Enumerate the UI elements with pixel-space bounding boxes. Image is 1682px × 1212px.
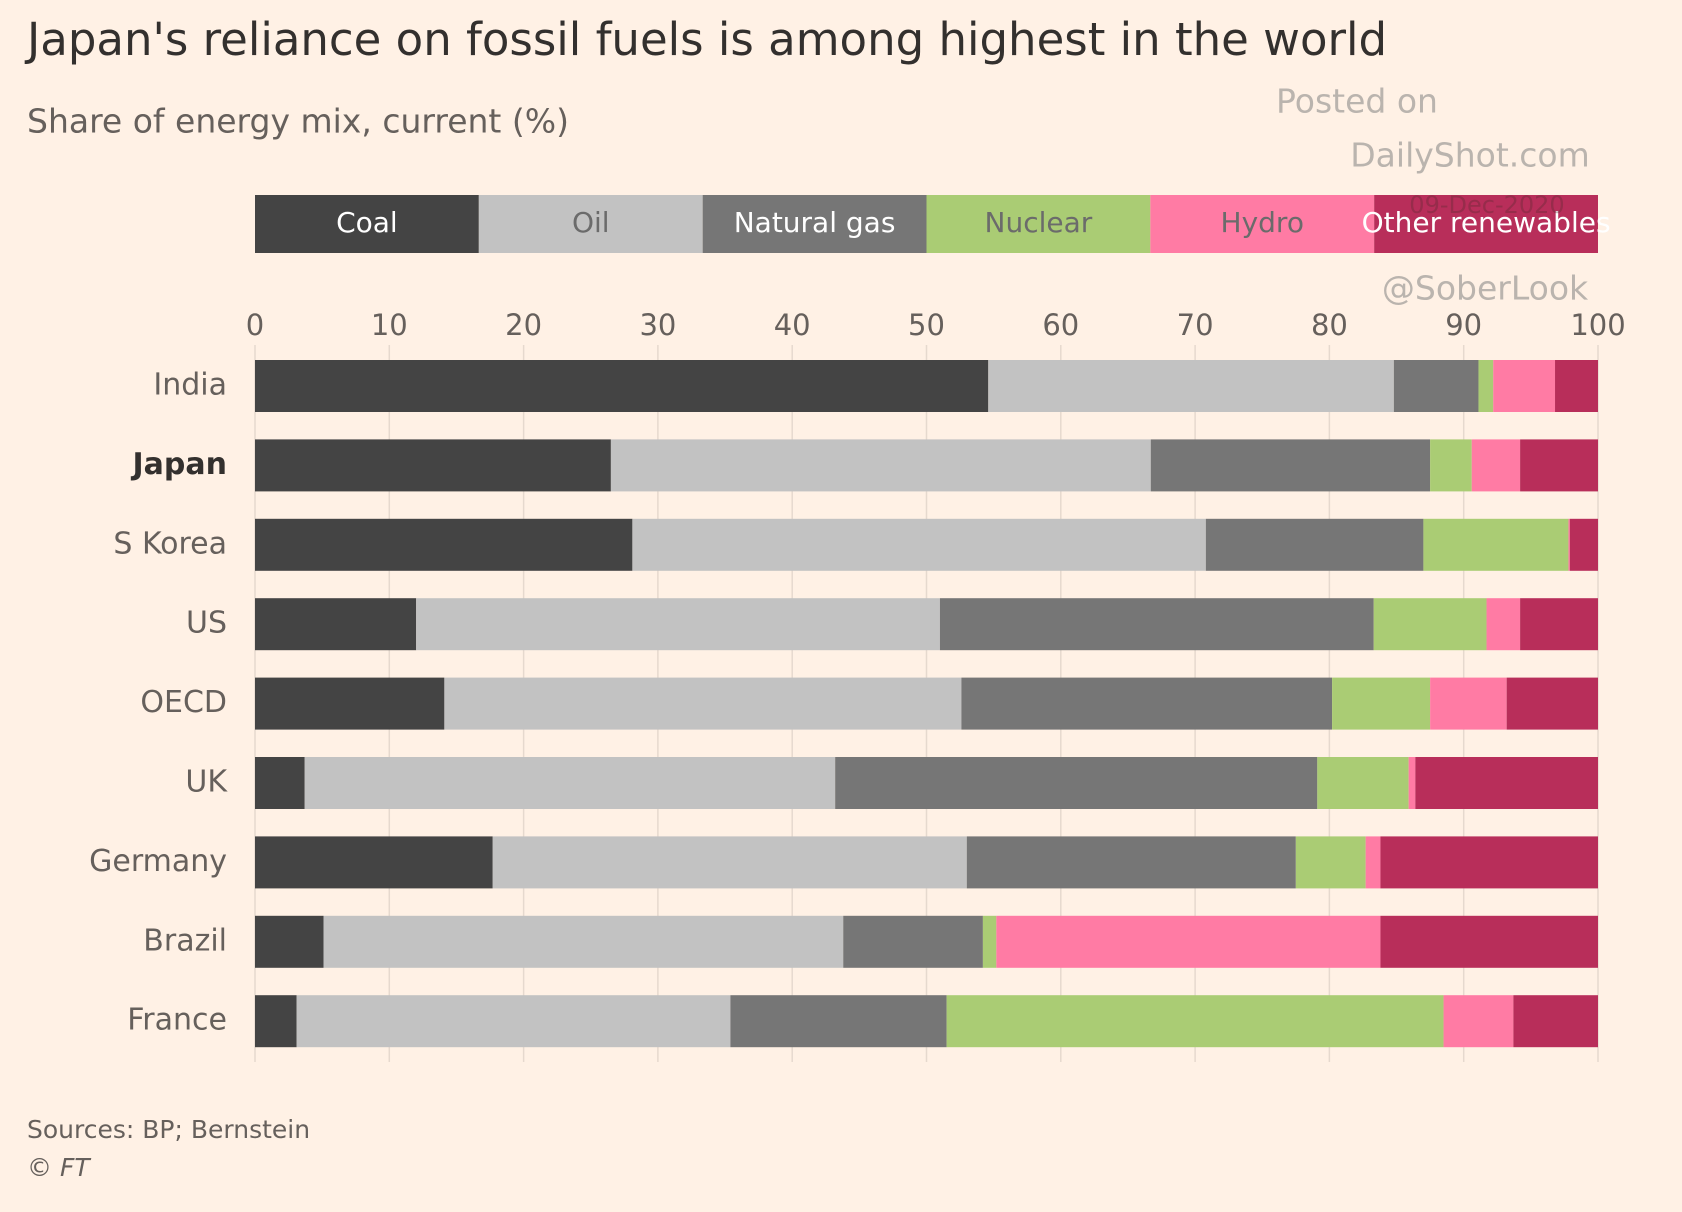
x-tick-label: 0 (246, 308, 264, 342)
bar-segment (1568, 518, 1570, 571)
y-tick-label: Brazil (143, 923, 227, 958)
bar-segment (1443, 995, 1514, 1048)
legend-label: Other renewables (1362, 206, 1611, 239)
bar-segment (296, 995, 731, 1048)
chart-title: Japan's reliance on fossil fuels is amon… (24, 13, 1387, 66)
x-tick-label: 90 (1445, 308, 1482, 342)
legend-label: Natural gas (734, 206, 896, 239)
bar-segment (1520, 439, 1598, 492)
bar-segment (444, 677, 962, 730)
bar-segment (1373, 598, 1487, 651)
y-tick-label: UK (185, 765, 228, 800)
bar-segment (1471, 439, 1521, 492)
y-tick-label: US (186, 606, 227, 641)
x-tick-label: 10 (371, 308, 408, 342)
bar-segment (1569, 518, 1598, 571)
bar-segment (255, 598, 417, 651)
bar-segment (255, 757, 305, 809)
bar-segment (982, 915, 997, 968)
y-tick-label: OECD (140, 685, 227, 720)
watermark: DailyShot.com (1350, 136, 1589, 175)
legend-label: Oil (572, 206, 610, 239)
legend-label: Coal (336, 206, 398, 239)
legend-swatch (1374, 195, 1598, 253)
bar-segment (1408, 757, 1416, 809)
x-tick-label: 30 (639, 308, 676, 342)
bar-segment (843, 915, 983, 968)
legend-swatch (926, 195, 1151, 253)
bar-segment (1295, 836, 1366, 889)
bar-segment (1393, 360, 1479, 412)
bar-segment (1365, 836, 1381, 889)
bar-segment (632, 518, 1206, 571)
bar-segment (835, 757, 1318, 809)
bar-segment (1423, 518, 1569, 571)
bar-segment (255, 915, 324, 968)
y-tick-label: France (127, 1003, 227, 1038)
bar-segment (1555, 360, 1598, 412)
bar-segment (1430, 677, 1507, 730)
bar-segment (492, 836, 967, 889)
watermark: Posted on (1276, 82, 1438, 121)
x-tick-label: 100 (1570, 308, 1625, 342)
bar-segment (255, 518, 633, 571)
watermark: 09-Dec-2020 (1409, 191, 1564, 219)
x-tick-label: 40 (774, 308, 811, 342)
watermark: @SoberLook (1382, 269, 1589, 308)
bar-segment (610, 439, 1151, 492)
bar-segment (323, 915, 844, 968)
bar-segment (730, 995, 947, 1048)
x-tick-label: 70 (1177, 308, 1214, 342)
y-tick-label: Japan (131, 447, 227, 482)
bar-segment (939, 598, 1374, 651)
credit: © FT (27, 1153, 91, 1182)
bar-segment (966, 836, 1296, 889)
x-tick-label: 50 (908, 308, 945, 342)
bar-segment (946, 995, 1444, 1048)
bar-segment (1486, 598, 1521, 651)
bar-segment (1430, 439, 1472, 492)
bar-segment (255, 836, 493, 889)
bar-segment (988, 360, 1394, 412)
bar-segment (1478, 360, 1494, 412)
x-tick-label: 60 (1042, 308, 1079, 342)
bar-segment (1150, 439, 1431, 492)
bar-segment (255, 677, 445, 730)
bar-segment (1493, 360, 1556, 412)
bar-segment (1506, 677, 1598, 730)
bar-segment (1513, 995, 1598, 1048)
bar-segment (996, 915, 1381, 968)
y-tick-label: India (153, 368, 227, 403)
y-tick-label: Germany (89, 844, 227, 879)
bar-segment (304, 757, 836, 809)
legend-swatch (478, 195, 703, 253)
bar-segment (255, 439, 611, 492)
bar-segment (255, 995, 297, 1048)
chart-subtitle: Share of energy mix, current (%) (27, 102, 569, 141)
source: Sources: BP; Bernstein (27, 1115, 310, 1144)
bar-segment (1380, 836, 1598, 889)
legend-swatch (702, 195, 927, 253)
legend-swatch (1150, 195, 1375, 253)
bar-segment (961, 677, 1333, 730)
bar-segment (1415, 757, 1598, 809)
legend-label: Hydro (1221, 206, 1304, 239)
legend-swatch (255, 195, 479, 253)
bar-segment (255, 360, 989, 412)
bar-segment (1205, 518, 1424, 571)
y-tick-label: S Korea (113, 526, 227, 561)
x-tick-label: 80 (1311, 308, 1348, 342)
bar-segment (1317, 757, 1409, 809)
legend-label: Nuclear (985, 206, 1093, 239)
bar-segment (416, 598, 940, 651)
bar-segment (1332, 677, 1431, 730)
bar-segment (1520, 598, 1598, 651)
x-tick-label: 20 (505, 308, 542, 342)
bar-segment (1380, 915, 1598, 968)
